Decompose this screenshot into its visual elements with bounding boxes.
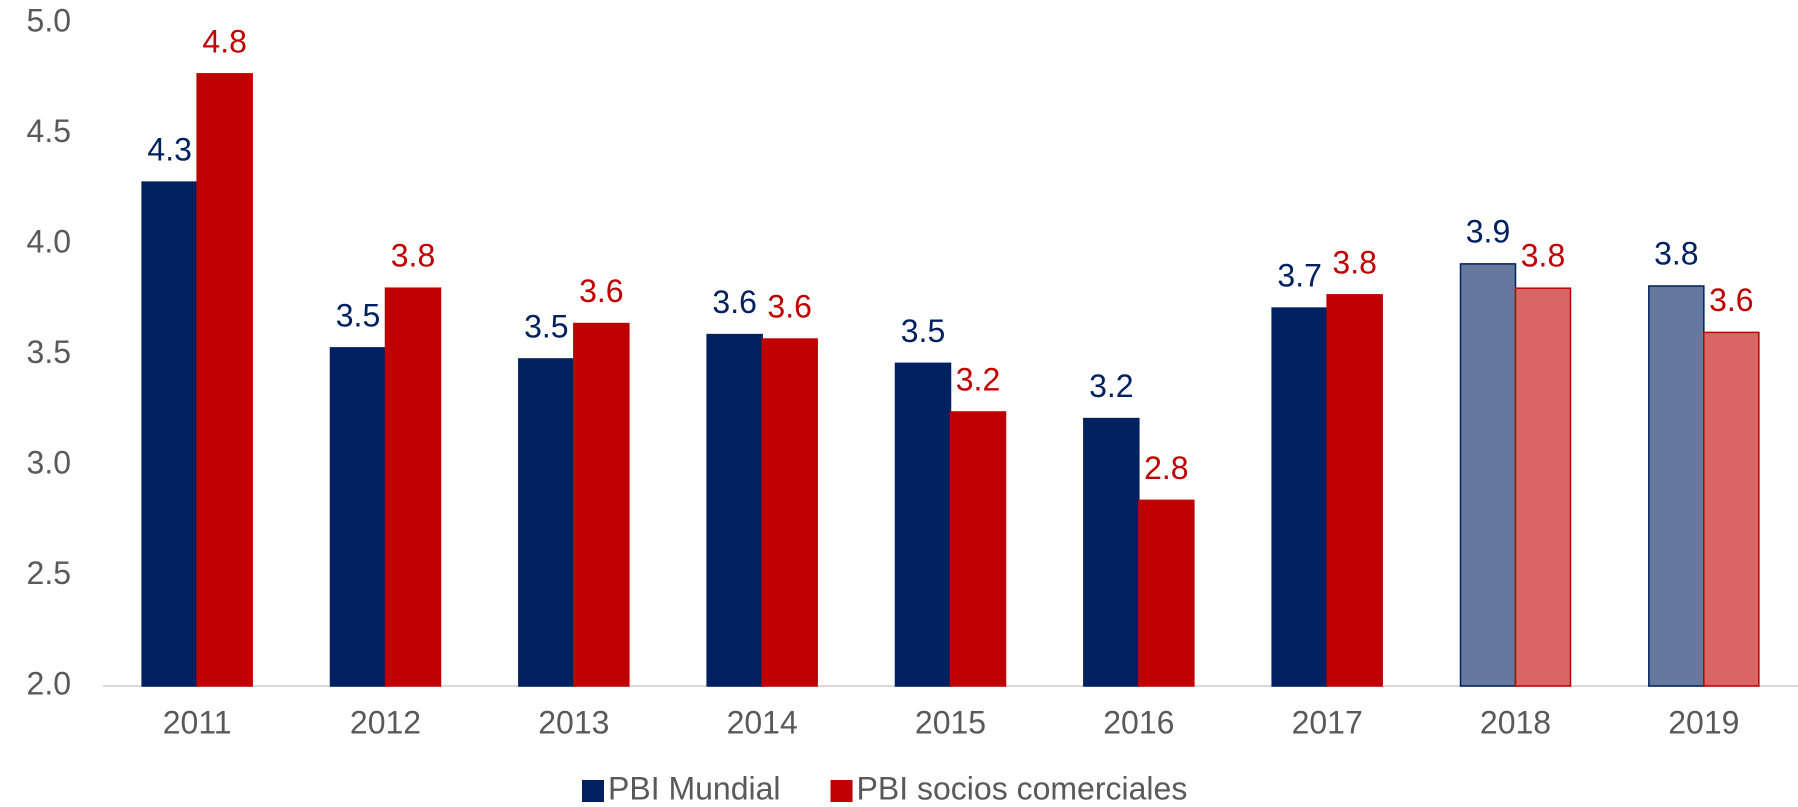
- legend-swatch: [830, 780, 853, 802]
- x-tick-label: 2017: [1292, 704, 1363, 740]
- bar: [1326, 294, 1383, 687]
- bar: [1138, 499, 1195, 687]
- y-tick-label: 4.5: [27, 113, 71, 149]
- data-label: 2.8: [1144, 450, 1188, 486]
- data-label: 3.6: [579, 273, 623, 309]
- data-label: 3.2: [1089, 368, 1133, 404]
- bar: [706, 333, 763, 687]
- y-tick-label: 5.0: [27, 2, 71, 38]
- data-label: 3.6: [1709, 282, 1753, 318]
- data-label: 3.7: [1277, 258, 1321, 294]
- bar: [1083, 417, 1140, 687]
- x-tick-label: 2018: [1480, 704, 1551, 740]
- x-tick-label: 2014: [727, 704, 798, 740]
- data-label: 4.3: [147, 132, 191, 168]
- y-tick-label: 3.0: [27, 444, 71, 480]
- x-tick-label: 2013: [538, 704, 609, 740]
- data-label: 3.8: [1332, 244, 1376, 280]
- data-label: 3.8: [1654, 235, 1698, 271]
- data-label: 3.6: [712, 284, 756, 320]
- bar: [1459, 263, 1517, 687]
- bar: [894, 362, 952, 687]
- bar: [1271, 307, 1328, 687]
- x-tick-label: 2011: [163, 704, 232, 740]
- legend-label: PBI socios comerciales: [857, 770, 1188, 806]
- bar: [518, 358, 575, 687]
- y-tick-label: 3.5: [27, 334, 71, 370]
- data-label: 3.2: [956, 361, 1000, 397]
- bar: [196, 73, 253, 687]
- y-tick-label: 2.5: [27, 555, 71, 591]
- data-label: 3.8: [1521, 238, 1565, 274]
- bar: [1703, 331, 1760, 687]
- data-label: 3.9: [1466, 213, 1510, 249]
- bar: [1514, 287, 1572, 687]
- x-tick-label: 2019: [1668, 704, 1739, 740]
- legend-swatch: [582, 780, 604, 802]
- x-tick-label: 2012: [350, 704, 421, 740]
- bar: [761, 338, 818, 687]
- x-tick-label: 2016: [1103, 704, 1174, 740]
- legend-label: PBI Mundial: [608, 770, 781, 806]
- data-label: 3.6: [767, 288, 811, 324]
- bar: [141, 181, 198, 687]
- bar: [1648, 285, 1705, 687]
- data-label: 3.8: [391, 238, 435, 274]
- data-label: 3.5: [901, 313, 945, 349]
- y-tick-label: 2.0: [27, 665, 71, 701]
- data-label: 3.5: [524, 308, 568, 344]
- x-tick-label: 2015: [915, 704, 986, 740]
- data-label: 3.5: [336, 297, 380, 333]
- y-tick-label: 4.0: [27, 223, 71, 259]
- bar: [329, 347, 387, 687]
- data-label: 4.8: [202, 23, 246, 59]
- bar: [573, 322, 630, 687]
- bar: [384, 287, 442, 687]
- bar: [949, 411, 1007, 687]
